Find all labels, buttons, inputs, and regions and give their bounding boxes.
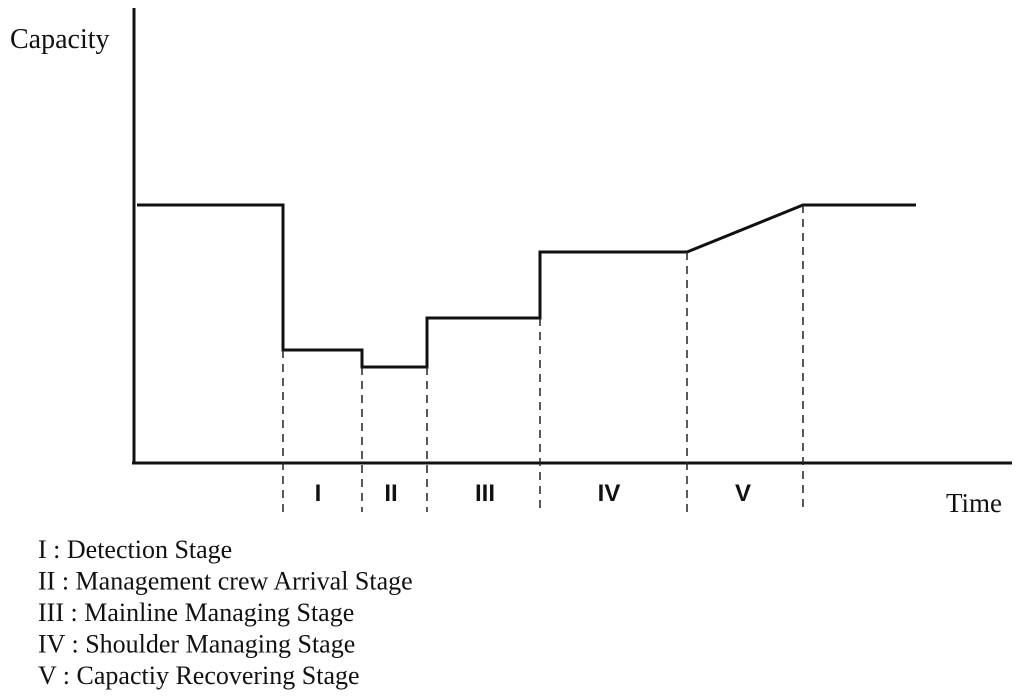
y-axis-label: Capacity	[10, 24, 110, 55]
stage-label: I	[315, 480, 322, 507]
stage-label: II	[384, 480, 397, 507]
stage-label: IV	[598, 480, 621, 507]
stage-label: V	[735, 480, 751, 507]
legend: I : Detection Stage II : Management crew …	[38, 535, 413, 690]
legend-entry: IV : Shoulder Managing Stage	[38, 630, 355, 659]
x-axis-label: Time	[946, 488, 1002, 518]
legend-entry: I : Detection Stage	[38, 535, 232, 564]
stage-labels: I II III IV V	[315, 480, 751, 507]
legend-entry: V : Capactiy Recovering Stage	[38, 661, 360, 690]
legend-entry: II : Management crew Arrival Stage	[38, 567, 413, 596]
stage-boundaries	[282, 205, 804, 512]
stage-label: III	[475, 480, 495, 507]
legend-entry: III : Mainline Managing Stage	[38, 598, 354, 627]
capacity-line	[137, 203, 916, 369]
